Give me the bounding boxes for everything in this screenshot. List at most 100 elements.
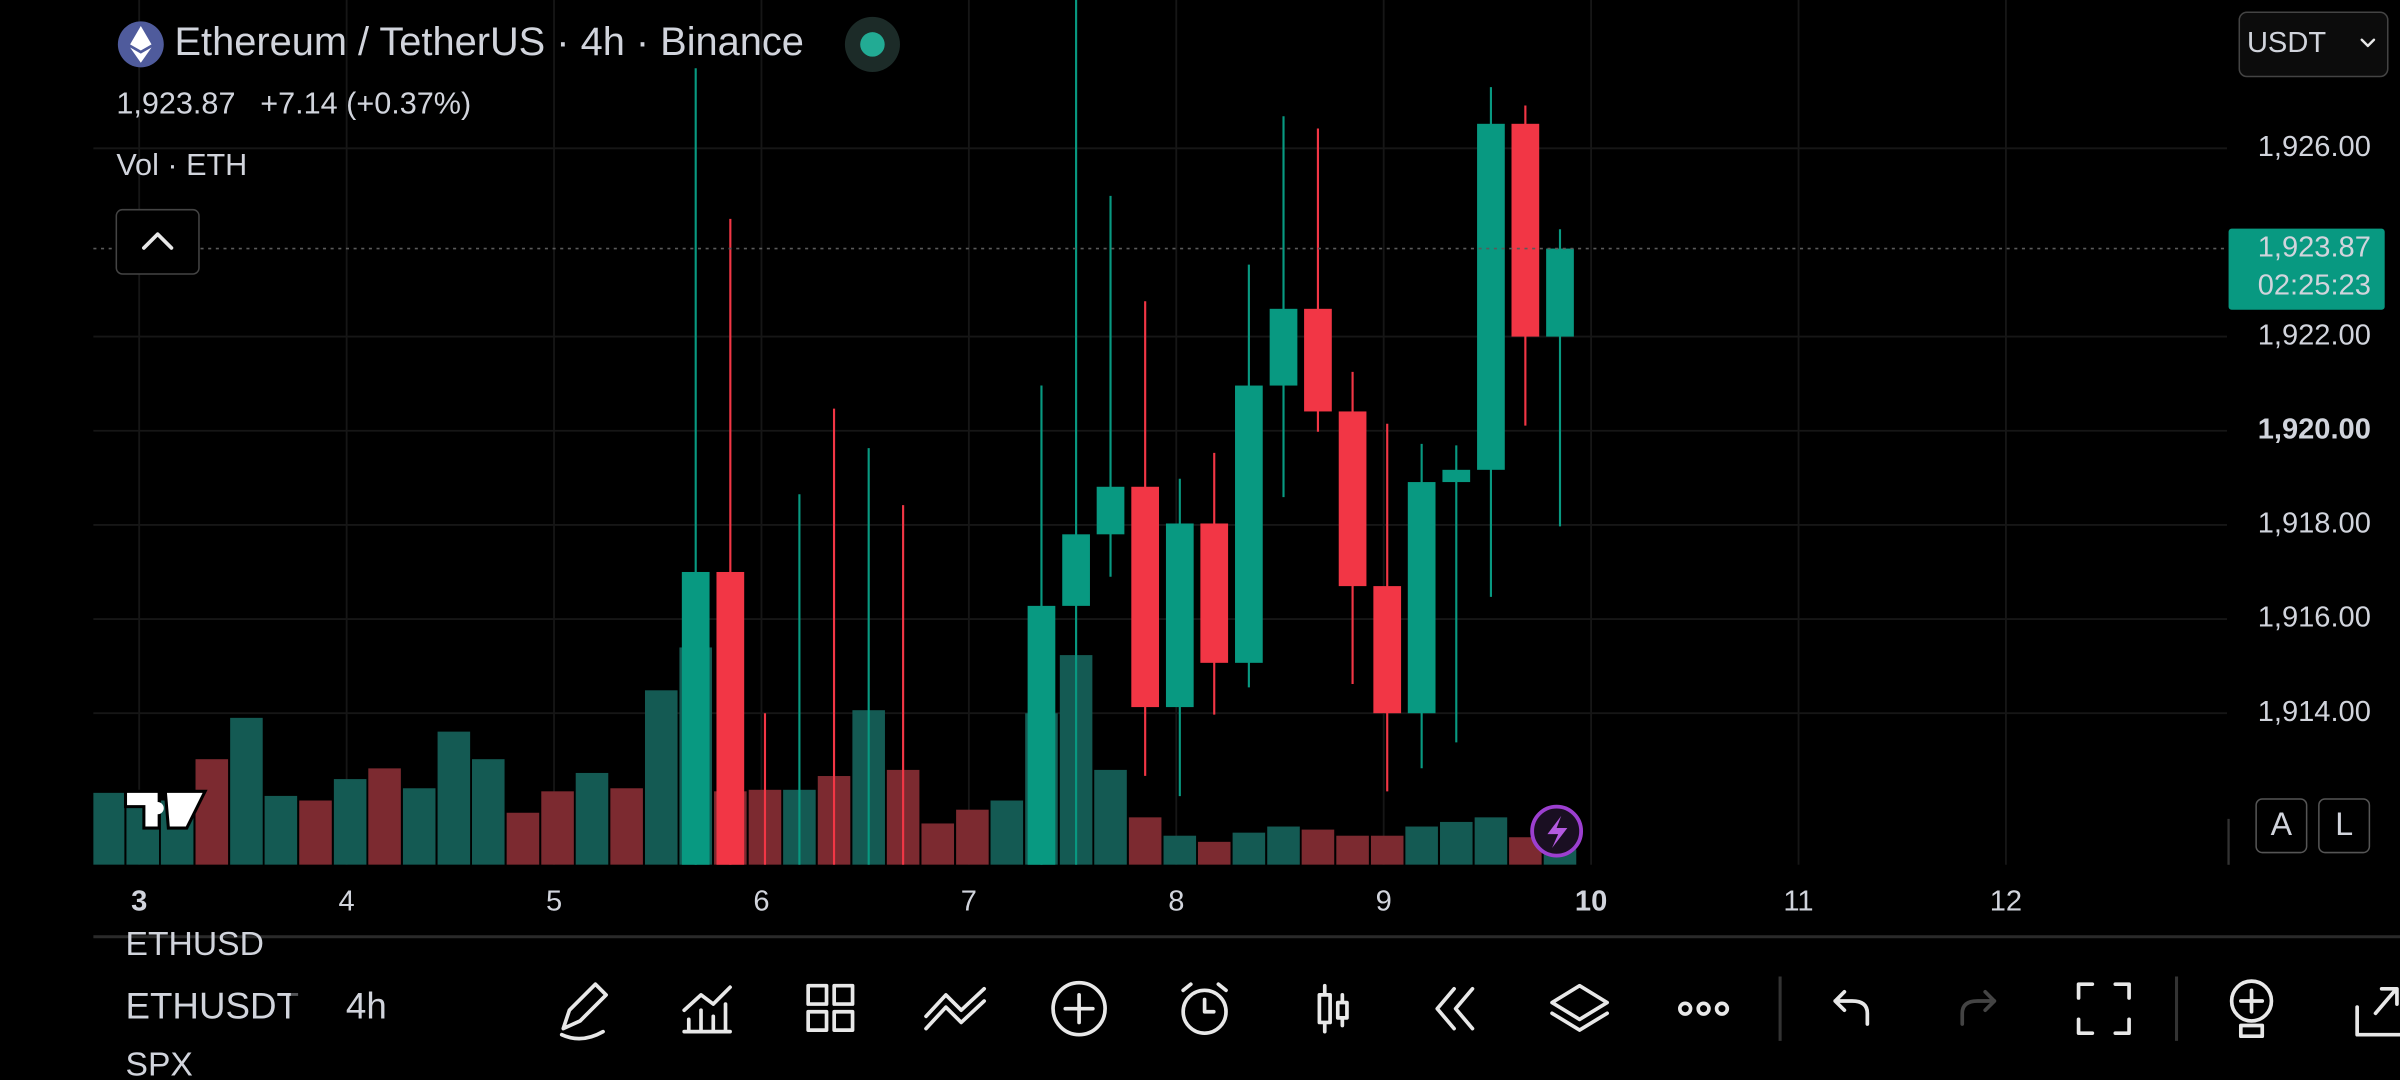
symbol-prev[interactable]: ETHUSD [126, 926, 264, 963]
candles [681, 0, 1574, 865]
ideas-icon[interactable] [2229, 979, 2274, 1023]
symbol-current[interactable]: ETHUSDT [126, 985, 299, 1026]
candle-body [1235, 385, 1263, 663]
share-icon[interactable] [2355, 986, 2400, 1037]
volume-bar [264, 795, 298, 865]
candle-body [1304, 308, 1332, 412]
x-tick-label: 4 [339, 886, 355, 918]
candle-body [1338, 411, 1367, 587]
volume-bar [299, 800, 332, 865]
volume-bar [1405, 826, 1438, 865]
y-tick-label: 1,918.00 [2258, 508, 2371, 540]
volume-bar [1440, 821, 1473, 865]
volume-bar [1370, 835, 1404, 865]
compare-icon[interactable] [924, 986, 987, 1031]
candle-body [1546, 248, 1574, 337]
price-change: +7.14 (+0.37%) [260, 87, 471, 121]
volume-bar [1232, 832, 1266, 865]
x-tick-label: 3 [131, 886, 147, 918]
volume-bar [1094, 769, 1127, 865]
volume-bar [1267, 826, 1300, 865]
more-icon[interactable] [1678, 1001, 1693, 1016]
tv-logo [123, 789, 208, 830]
candle-body [1096, 486, 1125, 535]
volume-bar [610, 788, 643, 865]
y-tick-label: 1,922.00 [2258, 319, 2371, 351]
log-scale-label: L [2335, 806, 2353, 842]
volume-bar [472, 759, 505, 865]
x-tick-label: 5 [546, 886, 562, 918]
auto-scale-label: A [2271, 806, 2293, 842]
toolbar-icons [559, 976, 2400, 1041]
volume-bar [333, 779, 367, 865]
volume-legend: Vol · ETH [116, 148, 247, 182]
volume-bar [575, 772, 609, 865]
volume-bar [368, 768, 401, 865]
volume-bar [195, 759, 229, 865]
indicators-icon[interactable] [682, 985, 732, 1034]
symbol-title[interactable]: Ethereum / TetherUS · 4h · Binance [174, 20, 803, 64]
candle-body [716, 571, 745, 865]
status-dot [860, 32, 885, 57]
dropdown-icon [2360, 38, 2376, 48]
last-price-label: 1,923.87 [2258, 231, 2371, 263]
countdown: 02:25:23 [2258, 270, 2371, 302]
fullscreen-icon[interactable] [2076, 982, 2131, 1036]
auto-scale-button[interactable] [2255, 798, 2308, 854]
candle-body [1165, 523, 1194, 708]
y-tick-label: 1,914.00 [2258, 696, 2371, 728]
candle-body [1407, 482, 1436, 714]
add-icon[interactable] [1051, 980, 1107, 1037]
alert-icon[interactable] [1181, 988, 1228, 1036]
currency-label: USDT [2247, 27, 2326, 59]
volume-bar [1336, 835, 1369, 865]
candle-body [1269, 308, 1298, 386]
volume-bar [1128, 817, 1162, 865]
candle-body [681, 571, 710, 865]
symbol-next[interactable]: SPX [126, 1047, 193, 1080]
currency-button[interactable] [2238, 11, 2389, 78]
x-tick-label: 12 [1990, 886, 2022, 918]
layout-icon[interactable] [806, 983, 855, 1032]
volume-bar [1474, 817, 1508, 865]
collapse-icon [142, 232, 174, 250]
volume-bar [1197, 841, 1231, 865]
volume-bar [93, 792, 125, 865]
volume-bar [230, 717, 263, 865]
candle-body [1062, 534, 1090, 606]
undo-icon[interactable] [1833, 990, 1870, 1026]
x-tick-label: 10 [1575, 886, 1607, 918]
symbol-fade [290, 973, 334, 1044]
eth-logo-glyph [130, 26, 152, 63]
draw-icon[interactable] [559, 982, 608, 1041]
replay-icon[interactable] [1435, 986, 1475, 1031]
volume-bar [921, 823, 955, 865]
volume-bar [990, 800, 1024, 865]
volume-bar [437, 731, 471, 865]
volume-bar [1163, 835, 1197, 865]
candle-body [1442, 469, 1471, 483]
x-tick-label: 11 [1783, 886, 1813, 918]
volume-bar [541, 791, 574, 865]
collapse-button[interactable] [115, 208, 200, 275]
last-price: 1,923.87 [116, 87, 235, 121]
x-tick-label: 8 [1168, 886, 1184, 918]
y-tick-label: 1,916.00 [2258, 602, 2371, 634]
layers-icon[interactable] [1550, 983, 1609, 1032]
candle-body [1373, 586, 1402, 714]
log-scale-button[interactable] [2318, 798, 2371, 854]
last-price-box [2228, 228, 2385, 310]
candle-body [1131, 486, 1160, 708]
interval[interactable]: 4h [346, 985, 387, 1026]
candle-body [1200, 523, 1229, 663]
volume-bar [506, 812, 540, 865]
add-glyph [1063, 993, 1095, 1025]
y-tick-label: 1,920.00 [2258, 413, 2371, 445]
grid [93, 0, 2228, 865]
redo-icon[interactable] [1960, 990, 1997, 1026]
candle-body [1511, 123, 1540, 337]
chart-type-icon[interactable] [1317, 983, 1349, 1034]
flash-glyph [1547, 815, 1568, 848]
